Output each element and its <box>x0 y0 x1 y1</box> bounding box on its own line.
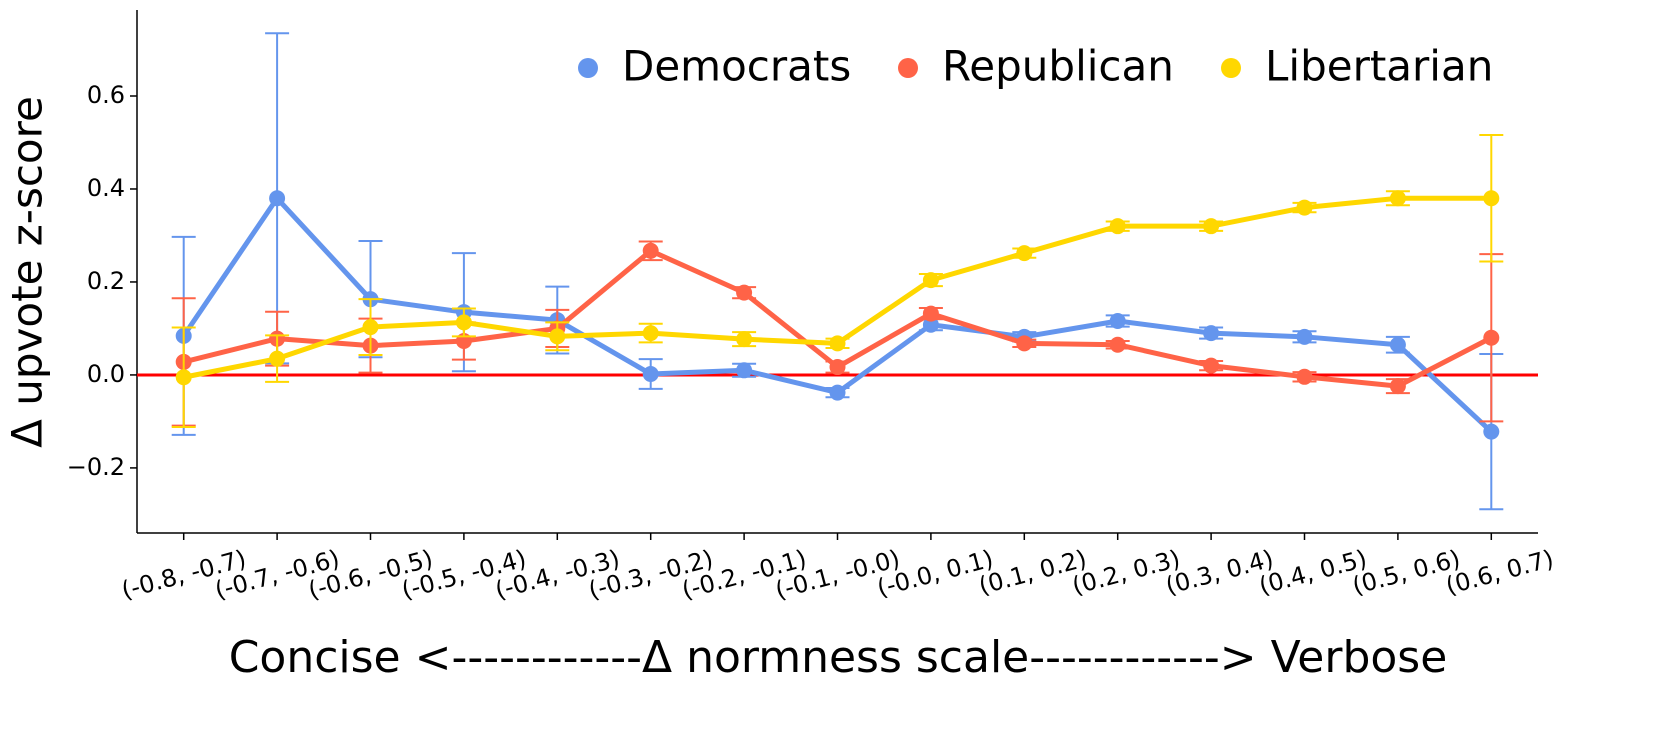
point <box>642 242 659 259</box>
point <box>1109 336 1126 353</box>
x-tick-label: (0.6, 0.7) <box>1443 545 1557 601</box>
point <box>736 284 753 301</box>
point <box>1296 199 1313 216</box>
point <box>549 328 566 345</box>
y-axis-label: Δ upvote z-score <box>3 96 52 448</box>
legend-label: Republican <box>942 42 1174 91</box>
point <box>269 190 286 207</box>
point <box>829 335 846 352</box>
point <box>736 362 753 379</box>
point <box>1389 378 1406 395</box>
point <box>1483 190 1500 207</box>
point <box>642 366 659 383</box>
point <box>1483 329 1500 346</box>
y-tick-label: 0.6 <box>87 81 125 109</box>
point <box>736 331 753 348</box>
point <box>1203 357 1220 374</box>
legend-marker <box>1221 58 1241 78</box>
y-tick-label: −0.2 <box>67 453 125 481</box>
point <box>1016 335 1033 352</box>
y-tick-label: 0.4 <box>87 174 125 202</box>
point <box>829 384 846 401</box>
point <box>1016 245 1033 262</box>
point <box>642 325 659 342</box>
legend-marker <box>578 58 598 78</box>
legend-label: Libertarian <box>1265 42 1493 91</box>
point <box>1109 218 1126 235</box>
x-axis-label: Concise <------------Δ normness scale---… <box>229 632 1448 683</box>
point <box>1109 313 1126 330</box>
point <box>829 359 846 376</box>
point <box>1389 190 1406 207</box>
point <box>269 350 286 367</box>
point <box>922 316 939 333</box>
point <box>455 314 472 331</box>
legend-label: Democrats <box>622 42 851 91</box>
point <box>1203 218 1220 235</box>
point <box>1296 368 1313 385</box>
point <box>1483 423 1500 440</box>
point <box>1296 328 1313 345</box>
point <box>175 369 192 386</box>
point <box>1203 325 1220 342</box>
legend-marker <box>898 58 918 78</box>
point <box>922 272 939 289</box>
point <box>922 305 939 322</box>
point <box>362 319 379 336</box>
point <box>1389 336 1406 353</box>
y-tick-label: 0.0 <box>87 360 125 388</box>
y-tick-label: 0.2 <box>87 267 125 295</box>
